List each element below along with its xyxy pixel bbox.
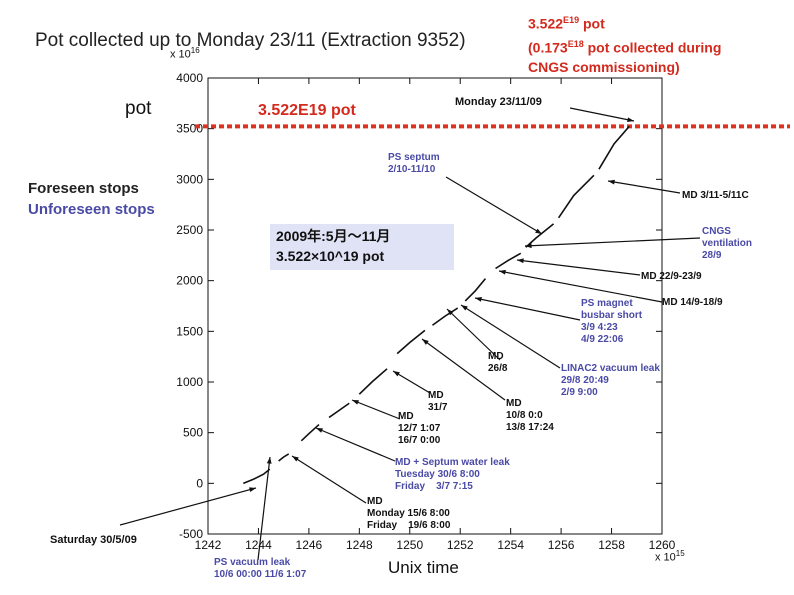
annotation-arrow-line (446, 308, 501, 361)
annotation-md-22-9: MD 22/9-23/9 (641, 271, 702, 282)
x-tick-label: 1242 (195, 538, 222, 552)
annotation-arrow-head (292, 456, 299, 462)
y-tick-label: -500 (179, 527, 203, 541)
x-tick-label: 1254 (497, 538, 524, 552)
pot-curve-segment (243, 468, 271, 485)
x-axis-title: Unix time (388, 558, 459, 577)
header-note: 3.522E19 pot (0.173E18 pot collected dur… (528, 10, 721, 77)
annotation-arrow-line (119, 487, 257, 526)
y-tick-label: 3500 (176, 122, 203, 136)
header-note-line3: CNGS commissioning) (528, 59, 680, 76)
x-tick-label: 1248 (346, 538, 373, 552)
pot-curve-segment (495, 252, 522, 270)
y-tick-label: 2500 (176, 223, 203, 237)
summary-line-2: 3.522×10^19 pot (276, 248, 385, 264)
annotation-arrow-line (392, 370, 431, 394)
annotation-arrow-line (460, 304, 561, 369)
y-tick-label: 500 (183, 426, 203, 440)
summary-box: 2009年:5月～11月 3.522×10^19 pot (270, 224, 454, 270)
total-pot-label: 3.522E19 pot (258, 102, 356, 119)
annotation-arrow-head (627, 117, 634, 123)
annotation-arrow-line (516, 259, 641, 276)
x-tick-label: 1260 (649, 538, 676, 552)
pot-curve-segment (396, 329, 426, 355)
annotation-arrow-line (474, 297, 581, 321)
annotation-saturday: Saturday 30/5/09 (50, 534, 137, 546)
plot-frame (207, 77, 663, 535)
annotation-arrow-line (607, 180, 681, 194)
pot-curve-segment (525, 223, 555, 248)
x-tick-label: 1256 (548, 538, 575, 552)
annotation-arrow-head (266, 457, 272, 464)
annotation-ps-septum: PS septum 2/10-11/10 (388, 152, 440, 175)
pot-curve-segment (278, 453, 290, 462)
annotation-md-14-9: MD 14/9-18/9 (662, 297, 723, 308)
y-tick-label: 2000 (176, 274, 203, 288)
annotation-arrow-head (316, 428, 323, 433)
annotation-md-15-6: MD Monday 15/6 8:00 Friday 19/6 8:00 (367, 496, 451, 531)
annotation-md-3-11: MD 3/11-5/11C (682, 190, 749, 201)
annotation-arrow-head (447, 309, 454, 316)
x-tick-label: 1258 (598, 538, 625, 552)
annotation-md-12-7: MD 12/7 1:07 16/7 0:00 (398, 411, 441, 446)
y-tick-label: 1000 (176, 375, 203, 389)
annotation-arrow-head (608, 179, 615, 185)
legend-unforeseen-stops: Unforeseen stops (28, 201, 155, 218)
annotation-arrow-head (249, 487, 256, 493)
annotation-ps-vacuum-leak: PS vacuum leak 10/6 00:00 11/6 1:07 (214, 557, 307, 580)
pot-curve-segment (300, 423, 320, 442)
y-tick-label: 1500 (176, 324, 203, 338)
annotation-cngs-ventilation: CNGS ventilation 28/9 (702, 226, 753, 261)
annotation-arrow-line (498, 270, 663, 303)
pot-curve-segment (464, 278, 487, 302)
annotation-arrow-head (499, 269, 506, 275)
annotation-md-26-8: MD 26/8 (488, 351, 508, 374)
annotation-arrow-line (524, 237, 701, 247)
annotation-arrow-head (535, 228, 542, 234)
pot-curve-segment (358, 368, 388, 395)
x-tick-label: 1250 (396, 538, 423, 552)
y-tick-label: 3000 (176, 172, 203, 186)
annotation-linac2: LINAC2 vacuum leak 29/8 20:49 2/9 9:00 (561, 363, 660, 398)
x-tick-label: 1252 (447, 538, 474, 552)
x-tick-label: 1246 (296, 538, 323, 552)
y-axis-title: pot (125, 98, 152, 119)
header-note-line1: 3.522E19 pot (528, 15, 605, 32)
annotation-md-10-8: MD 10/8 0:0 13/8 17:24 (506, 398, 554, 433)
annotation-ps-magnet: PS magnet busbar short 3/9 4:23 4/9 22:06 (581, 298, 643, 345)
annotation-monday: Monday 23/11/09 (455, 96, 542, 108)
pot-curve-segment (598, 125, 630, 170)
summary-line-1: 2009年:5月～11月 (276, 228, 391, 244)
annotation-arrow-line (445, 176, 543, 235)
pot-curve-segment (432, 307, 459, 326)
annotation-arrow-line (351, 399, 401, 420)
annotation-arrow-line (421, 338, 506, 401)
legend-foreseen-stops: Foreseen stops (28, 180, 139, 197)
y-tick-label: 0 (196, 476, 203, 490)
annotation-arrow-line (291, 455, 367, 504)
y-axis-exponent: x 1016 (170, 46, 200, 61)
annotation-arrow-head (517, 258, 524, 264)
annotation-arrow-head (393, 371, 400, 377)
annotation-arrow-head (475, 296, 482, 302)
annotation-arrow-line (257, 456, 271, 561)
x-tick-label: 1244 (245, 538, 272, 552)
annotation-arrow-head (461, 305, 468, 311)
y-tick-label: 4000 (176, 71, 203, 85)
x-axis-exponent: x 1015 (655, 549, 685, 564)
chart-title: Pot collected up to Monday 23/11 (Extrac… (35, 30, 466, 51)
annotation-arrow-head (422, 339, 429, 345)
annotation-arrow-line (315, 427, 396, 462)
pot-curve-segment (328, 402, 350, 419)
annotation-arrow-head (525, 243, 532, 249)
annotation-arrow-head (352, 400, 359, 405)
pot-curve-segment (557, 174, 595, 219)
annotation-arrow-line (569, 107, 635, 122)
annotation-md-31-7: MD 31/7 (428, 390, 448, 413)
header-note-line2: (0.173E18 pot collected during (528, 38, 722, 56)
annotation-md-septum-water-leak: MD + Septum water leak Tuesday 30/6 8:00 F… (395, 457, 510, 492)
